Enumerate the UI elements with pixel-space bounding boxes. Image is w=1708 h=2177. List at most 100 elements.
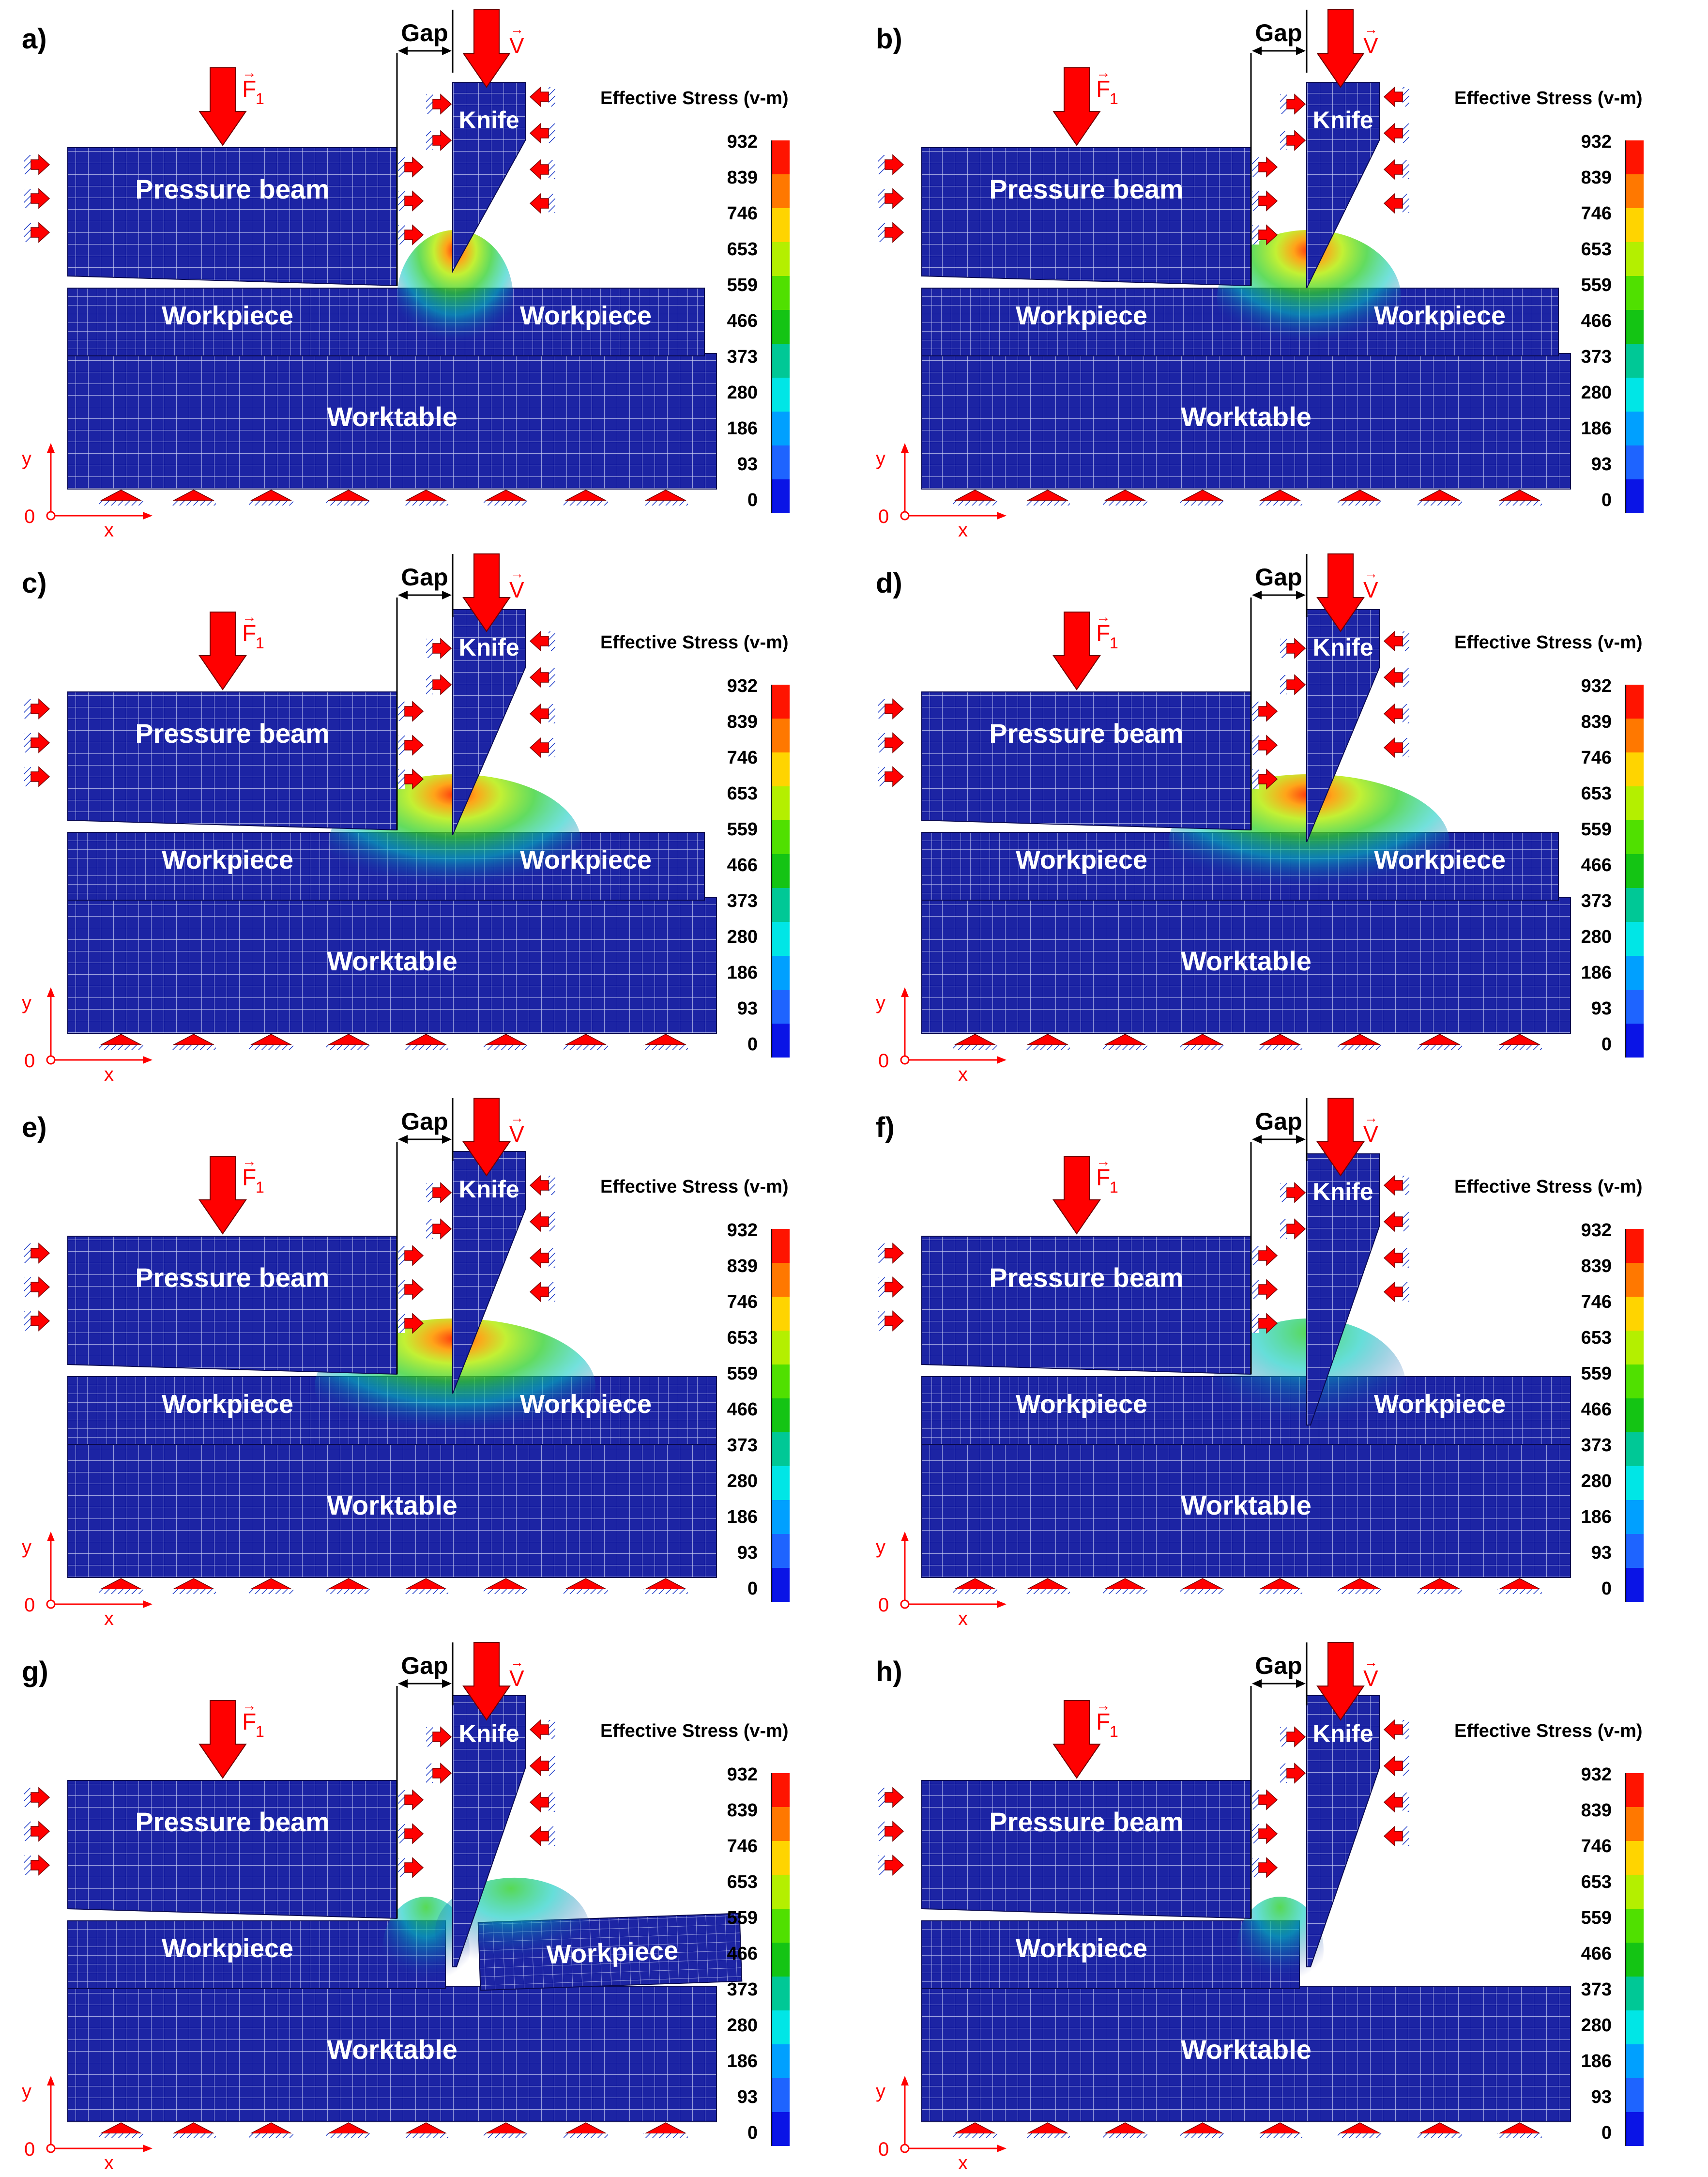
coordinate-axes: 0 y x — [876, 443, 1006, 541]
colorbar-segment — [772, 310, 790, 344]
panel-b: b) Worktable Workpiece Workpiece Pressure be… — [876, 9, 1644, 541]
gap-dimension: Gap — [396, 1098, 454, 1374]
colorbar-tick-label: 559 — [1581, 275, 1612, 295]
pin-support-icon — [326, 490, 371, 506]
pin-support-icon — [404, 1578, 448, 1594]
support-arrow — [30, 1310, 50, 1332]
colorbar-tick-label: 466 — [727, 1399, 758, 1420]
colorbar-tick-label: 839 — [1581, 1256, 1612, 1276]
worktable-label: Worktable — [327, 1490, 458, 1520]
pin-triangle — [645, 2122, 686, 2134]
coordinate-axes: 0 y x — [22, 2076, 152, 2174]
support-hatch — [24, 155, 31, 174]
pin-triangle — [1182, 490, 1223, 501]
worktable-label: Worktable — [327, 2034, 458, 2065]
colorbar-segment — [772, 344, 790, 378]
colorbar-segment — [1626, 888, 1644, 922]
pin-triangle — [1259, 1034, 1301, 1045]
lateral-support-icon — [24, 222, 50, 243]
colorbar-tick-label: 280 — [727, 1471, 758, 1491]
support-hatch — [24, 1243, 31, 1263]
colorbar-segment — [1626, 1297, 1644, 1331]
pin-support-icon — [1418, 490, 1462, 506]
velocity-arrow — [1316, 1642, 1365, 1721]
colorbar-segment — [772, 208, 790, 242]
pin-support-icon — [1338, 1034, 1382, 1050]
pressure-beam-mesh — [67, 691, 397, 831]
colorbar-tick-label: 93 — [737, 454, 758, 475]
support-hatch — [1403, 1720, 1409, 1739]
vector-arrow-icon: → — [1364, 1110, 1378, 1125]
lateral-support-icon — [24, 766, 50, 787]
colorbar-segment — [1626, 2112, 1644, 2146]
support-arrow — [1383, 193, 1403, 214]
lateral-support-icon — [878, 698, 904, 720]
lateral-support-icon — [878, 1787, 904, 1808]
lateral-support-icon — [529, 123, 555, 144]
support-hatch — [24, 699, 31, 719]
lateral-support-icon — [1383, 1175, 1409, 1196]
pin-hatch — [1025, 1045, 1070, 1050]
colorbar-tick-label: 93 — [737, 998, 758, 1019]
support-arrow — [1383, 737, 1403, 758]
pin-triangle — [954, 490, 996, 501]
force-subscript: 1 — [1110, 90, 1118, 107]
origin-label: 0 — [878, 506, 889, 527]
force-subscript: 1 — [1110, 634, 1118, 652]
support-hatch — [426, 639, 433, 658]
knife-mesh — [452, 1695, 526, 1967]
origin-label: 0 — [24, 506, 35, 527]
colorbar-tick-label: 0 — [747, 2123, 758, 2143]
support-hatch — [398, 1790, 405, 1809]
lateral-support-icon — [529, 630, 555, 652]
colorbar-title: Effective Stress (v-m) — [600, 88, 789, 108]
support-arrow — [1258, 224, 1278, 245]
support-arrow — [1258, 1823, 1278, 1844]
pin-hatch — [404, 2133, 448, 2138]
worktable-mesh — [67, 1986, 717, 2122]
pin-support-icon — [953, 1034, 997, 1050]
panel-a: a) Worktable Workpiece Workpiece Pressure be… — [22, 9, 790, 541]
lateral-support-icon — [878, 1242, 904, 1264]
support-arrow — [529, 1755, 549, 1777]
colorbar-tick-label: 0 — [747, 1579, 758, 1599]
support-arrow — [1383, 86, 1403, 107]
gap-label: Gap — [1255, 564, 1302, 591]
force-label: F — [242, 621, 256, 646]
panel-g: g) Worktable Workpiece Workpiece Pressure be… — [22, 1642, 790, 2174]
colorbar-tick-label: 839 — [1581, 168, 1612, 188]
panel-label: h) — [876, 1656, 902, 1687]
knife-label: Knife — [459, 107, 519, 134]
velocity-label: V — [509, 1121, 524, 1147]
force-label: F — [1096, 77, 1110, 102]
pin-triangle — [1027, 1034, 1068, 1045]
lateral-support-icon — [529, 737, 555, 758]
pin-support-icon — [1338, 2122, 1382, 2138]
force-label: F — [242, 1709, 256, 1735]
panel-label: e) — [22, 1112, 47, 1143]
colorbar-segment — [772, 752, 790, 786]
colorbar-tick-label: 932 — [727, 1764, 758, 1785]
pin-hatch — [99, 501, 143, 506]
y-axis-arrowhead — [901, 987, 909, 997]
lateral-support-icon — [398, 735, 424, 756]
panel-label: f) — [876, 1112, 895, 1143]
support-arrow — [432, 93, 452, 115]
support-hatch — [878, 155, 885, 174]
lateral-support-icon — [1252, 1789, 1278, 1810]
vector-arrow-icon: → — [510, 22, 524, 37]
support-hatch — [549, 123, 555, 143]
pin-support-icon — [99, 490, 143, 506]
support-arrow — [884, 222, 904, 243]
pin-triangle — [1339, 2122, 1381, 2134]
support-arrow — [884, 154, 904, 175]
y-axis-label: y — [876, 1536, 885, 1558]
origin-label: 0 — [24, 2139, 35, 2160]
y-axis-arrowhead — [47, 443, 55, 453]
support-arrow — [529, 86, 549, 107]
lateral-support-icon — [426, 130, 452, 151]
colorbar-tick-label: 93 — [1591, 1543, 1612, 1563]
colorbar-tick-label: 0 — [1601, 1034, 1612, 1055]
support-arrow — [1286, 130, 1306, 151]
